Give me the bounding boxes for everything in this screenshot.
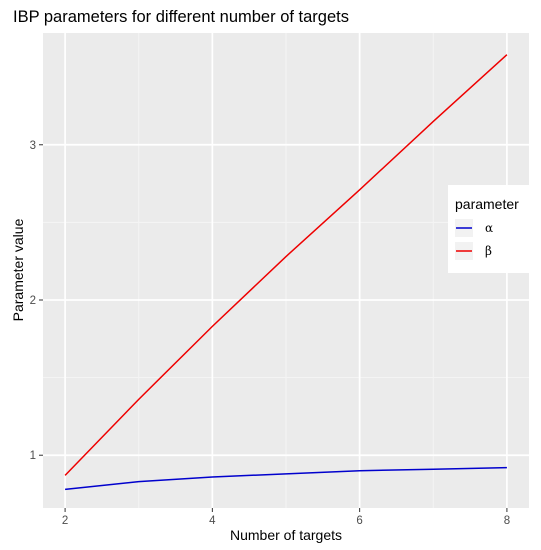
- y-tick-label: 3: [30, 140, 36, 152]
- y-axis-title: Parameter value: [10, 218, 26, 321]
- series-line-1: [64, 54, 508, 476]
- chart-title: IBP parameters for different number of t…: [13, 8, 349, 26]
- x-axis-ticks: 2 4 6 8: [62, 508, 510, 527]
- x-tick-label: 4: [209, 515, 216, 527]
- x-tick-label: 8: [504, 515, 510, 527]
- legend: parameter αβ: [448, 185, 530, 273]
- legend-title: parameter: [455, 196, 519, 212]
- y-tick-label: 1: [30, 450, 36, 462]
- legend-label: β: [485, 244, 492, 258]
- legend-label: α: [485, 221, 493, 235]
- y-tick-label: 2: [30, 295, 36, 307]
- series-lines: [64, 54, 508, 491]
- y-axis-ticks: 1 2 3: [30, 140, 43, 462]
- x-tick-label: 2: [62, 515, 68, 527]
- grid-major: [43, 33, 529, 508]
- x-axis-title: Number of targets: [230, 527, 342, 543]
- x-tick-label: 6: [356, 515, 362, 527]
- series-line-0: [65, 466, 507, 491]
